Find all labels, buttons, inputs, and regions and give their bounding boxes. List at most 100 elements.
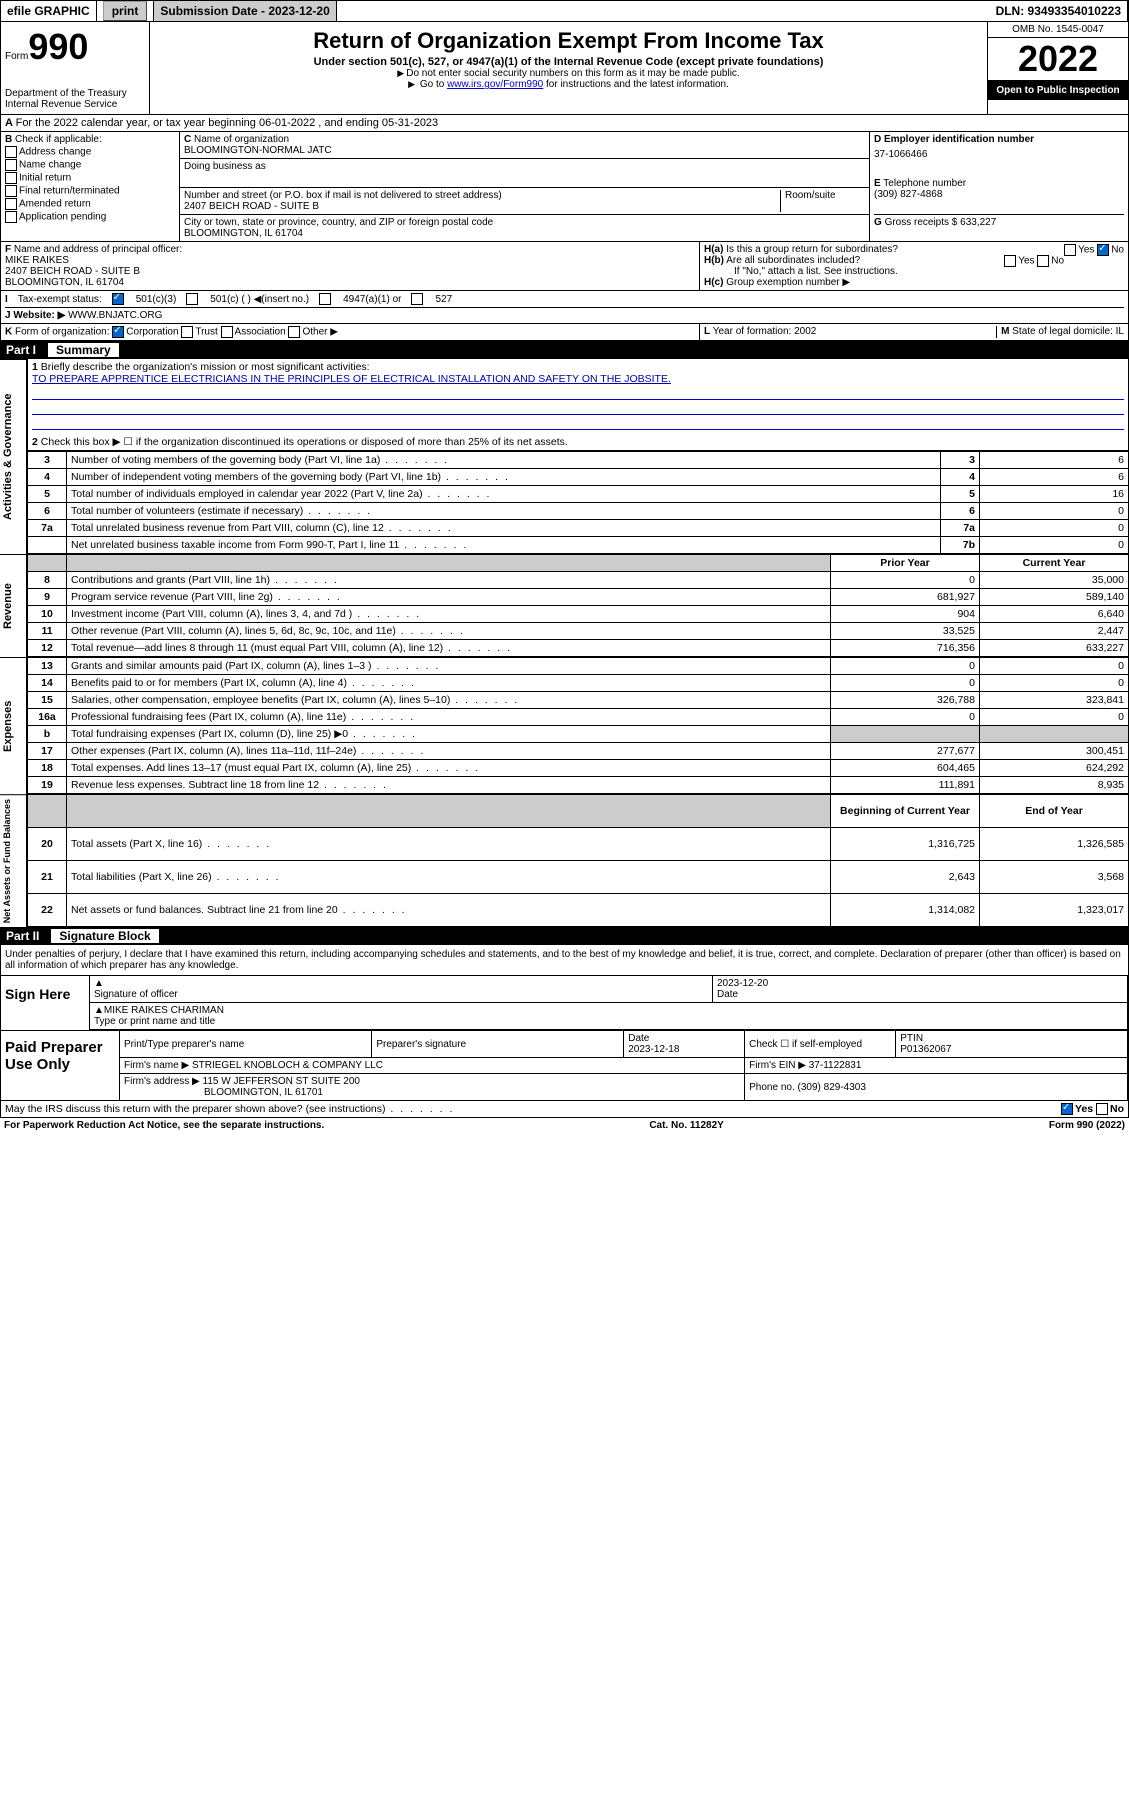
form-title: Return of Organization Exempt From Incom… [154, 28, 983, 54]
f-label: Name and address of principal officer: [14, 244, 182, 255]
discuss-no-cb[interactable] [1096, 1103, 1108, 1115]
website-value: WWW.BNJATC.ORG [68, 310, 162, 321]
subtitle-3: Go to www.irs.gov/Form990 for instructio… [154, 79, 983, 90]
footer-center: Cat. No. 11282Y [649, 1120, 723, 1131]
firm-ein-label: Firm's EIN ▶ [749, 1060, 806, 1071]
print-button[interactable]: print [103, 1, 148, 21]
b-label: Check if applicable: [15, 134, 102, 145]
street-address: 2407 BEICH ROAD - SUITE B [184, 201, 319, 212]
officer-addr2: BLOOMINGTON, IL 61704 [5, 277, 124, 288]
sig-date-val: 2023-12-20 [717, 978, 768, 989]
ha-text: Is this a group return for subordinates? [726, 244, 898, 255]
other-cb[interactable] [288, 326, 300, 338]
firm-addr: 115 W JEFFERSON ST SUITE 200 [203, 1076, 360, 1087]
net-tab: Net Assets or Fund Balances [0, 794, 27, 927]
trust-cb[interactable] [181, 326, 193, 338]
g-label: Gross receipts $ [885, 217, 958, 228]
sig-name: MIKE RAIKES CHARIMAN [104, 1005, 224, 1016]
firm-name: STRIEGEL KNOBLOCH & COMPANY LLC [192, 1060, 383, 1071]
revenue-table: Prior YearCurrent Year8Contributions and… [27, 554, 1129, 657]
l-label: Year of formation: [713, 326, 792, 337]
assoc-cb[interactable] [221, 326, 233, 338]
amended-cb[interactable] [5, 198, 17, 210]
prep-date-label: Date [628, 1033, 649, 1044]
paid-preparer-block: Paid Preparer Use Only Print/Type prepar… [0, 1031, 1129, 1101]
k-label: Form of organization: [15, 327, 110, 338]
4947-cb[interactable] [319, 293, 331, 305]
dln-label: DLN: 93493354010223 [990, 1, 1128, 21]
tax-year: 2022 [988, 38, 1128, 81]
expenses-table: 13Grants and similar amounts paid (Part … [27, 657, 1129, 794]
m-value: IL [1116, 326, 1124, 337]
self-emp-label: Check ☐ if self-employed [745, 1031, 896, 1058]
city-label: City or town, state or province, country… [184, 217, 493, 228]
line2-text: Check this box ▶ ☐ if the organization d… [41, 436, 568, 448]
527-cb[interactable] [411, 293, 423, 305]
footer-left: For Paperwork Reduction Act Notice, see … [4, 1120, 324, 1131]
omb-number: OMB No. 1545-0047 [988, 22, 1128, 38]
firm-city: BLOOMINGTON, IL 61701 [204, 1087, 323, 1098]
dba-label: Doing business as [184, 161, 266, 172]
hb-no-cb[interactable] [1037, 255, 1049, 267]
prep-name-label: Print/Type preparer's name [120, 1031, 372, 1058]
discuss-row: May the IRS discuss this return with the… [0, 1101, 1129, 1118]
addr-label: Number and street (or P.O. box if mail i… [184, 190, 502, 201]
top-bar: efile GRAPHIC print Submission Date - 20… [0, 0, 1129, 22]
firm-name-label: Firm's name ▶ [124, 1060, 189, 1071]
ptin-val: P01362067 [900, 1044, 951, 1055]
sig-officer-label: Signature of officer [94, 989, 178, 1000]
hb-text: Are all subordinates included? [726, 255, 860, 266]
ha-no-cb[interactable] [1097, 244, 1109, 256]
corp-cb[interactable] [112, 326, 124, 338]
e-label: Telephone number [883, 178, 966, 189]
room-label: Room/suite [780, 190, 865, 212]
dept-label: Department of the Treasury [5, 88, 145, 99]
org-name: BLOOMINGTON-NORMAL JATC [184, 145, 332, 156]
pending-cb[interactable] [5, 211, 17, 223]
j-label: Website: ▶ [13, 310, 65, 321]
final-return-cb[interactable] [5, 185, 17, 197]
exp-tab: Expenses [0, 657, 27, 794]
officer-name: MIKE RAIKES [5, 255, 69, 266]
sig-date-label: Date [717, 989, 738, 1000]
ha-yes-cb[interactable] [1064, 244, 1076, 256]
i-label: Tax-exempt status: [18, 294, 102, 305]
line-a: A For the 2022 calendar year, or tax yea… [0, 115, 1129, 132]
paid-label: Paid Preparer Use Only [1, 1031, 120, 1100]
page-footer: For Paperwork Reduction Act Notice, see … [0, 1118, 1129, 1133]
submission-date: Submission Date - 2023-12-20 [154, 1, 336, 21]
efile-label: efile GRAPHIC [1, 1, 97, 21]
c-name-label: Name of organization [194, 134, 289, 145]
irs-link[interactable]: www.irs.gov/Form990 [447, 79, 543, 90]
ein-value: 37-1066466 [874, 149, 1124, 160]
form-number: 990 [28, 26, 88, 67]
prep-sig-label: Preparer's signature [372, 1031, 624, 1058]
governance-table: 3Number of voting members of the governi… [27, 451, 1129, 554]
gov-tab: Activities & Governance [0, 359, 27, 554]
part2-header: Part II Signature Block [0, 927, 1129, 945]
firm-phone: (309) 829-4303 [798, 1082, 866, 1093]
phone-value: (309) 827-4868 [874, 189, 1124, 200]
firm-addr-label: Firm's address ▶ [124, 1076, 200, 1087]
sign-block: Sign Here ▲Signature of officer 2023-12-… [0, 976, 1129, 1031]
firm-phone-label: Phone no. [749, 1082, 795, 1093]
part1-header: Part I Summary [0, 341, 1129, 359]
form-label: Form [5, 51, 28, 62]
form-header: Form990 Department of the Treasury Inter… [0, 22, 1129, 115]
name-change-cb[interactable] [5, 159, 17, 171]
hc-text: Group exemption number ▶ [726, 277, 850, 288]
gross-receipts: 633,227 [960, 217, 996, 228]
subtitle-1: Under section 501(c), 527, or 4947(a)(1)… [154, 56, 983, 68]
mission-block: 1 Briefly describe the organization's mi… [27, 359, 1129, 451]
net-assets-table: Beginning of Current YearEnd of Year20To… [27, 794, 1129, 927]
initial-return-cb[interactable] [5, 172, 17, 184]
m-label: State of legal domicile: [1012, 326, 1113, 337]
501c3-cb[interactable] [112, 293, 124, 305]
footer-right: Form 990 (2022) [1049, 1120, 1125, 1131]
discuss-yes-cb[interactable] [1061, 1103, 1073, 1115]
hb-yes-cb[interactable] [1004, 255, 1016, 267]
subtitle-2: Do not enter social security numbers on … [154, 68, 983, 79]
addr-change-cb[interactable] [5, 146, 17, 158]
501c-cb[interactable] [186, 293, 198, 305]
ptin-label: PTIN [900, 1033, 923, 1044]
